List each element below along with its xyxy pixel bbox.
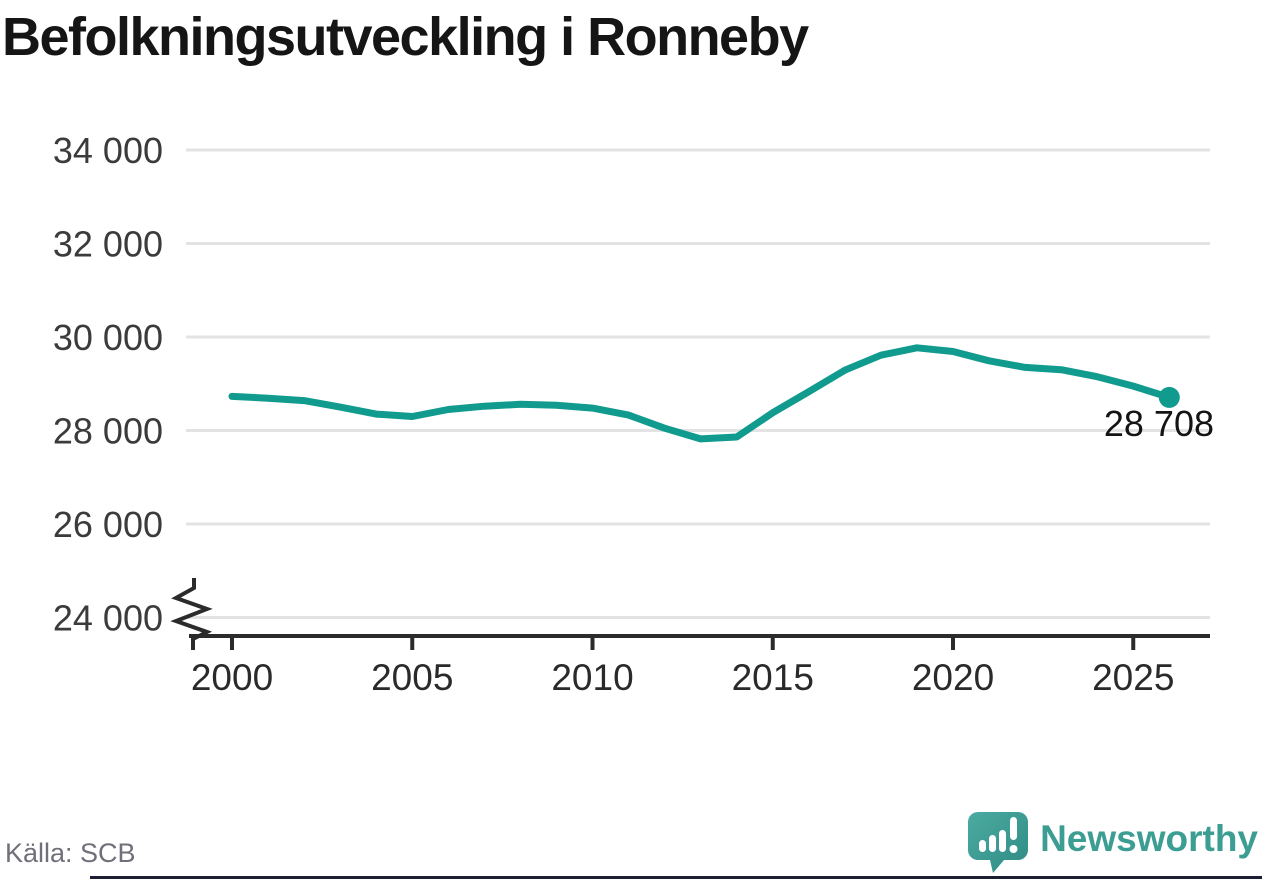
y-tick-label: 28 000 (53, 411, 163, 452)
latest-point-dot (1158, 386, 1180, 408)
x-tick-label: 2020 (912, 657, 994, 698)
y-tick-label: 32 000 (53, 224, 163, 265)
source-note: Källa: SCB (5, 838, 136, 868)
gridlines (186, 148, 1210, 619)
bottom-edge-bar (90, 876, 1262, 879)
axis-break-icon (170, 578, 213, 650)
y-tick-label: 34 000 (53, 130, 163, 171)
x-tick-label: 2005 (371, 657, 453, 698)
latest-value-label: 28 708 (1104, 403, 1214, 444)
y-tick-label: 26 000 (53, 504, 163, 545)
x-tick-label: 2010 (551, 657, 633, 698)
y-axis-labels: 34 000 32 000 30 000 28 000 26 000 24 000 (53, 130, 163, 639)
speech-bubble-shape (968, 812, 1029, 873)
brand-wordmark: Newsworthy (1040, 817, 1258, 859)
mini-bar-chart-icon (979, 817, 1018, 853)
y-tick-label: 24 000 (53, 598, 163, 639)
branding: Newsworthy (966, 811, 1258, 875)
x-tick-label: 2015 (732, 657, 814, 698)
x-axis-labels: 2000 2005 2010 2015 2020 2025 (191, 657, 1175, 698)
newsworthy-logo-icon (968, 812, 1029, 873)
population-line (228, 344, 1173, 443)
x-tick-label: 2025 (1092, 657, 1174, 698)
x-tick-label: 2000 (191, 657, 273, 698)
x-axis-ticks (230, 636, 1136, 650)
y-tick-label: 30 000 (53, 317, 163, 358)
page-title: Befolkningsutveckling i Ronneby (2, 7, 809, 67)
